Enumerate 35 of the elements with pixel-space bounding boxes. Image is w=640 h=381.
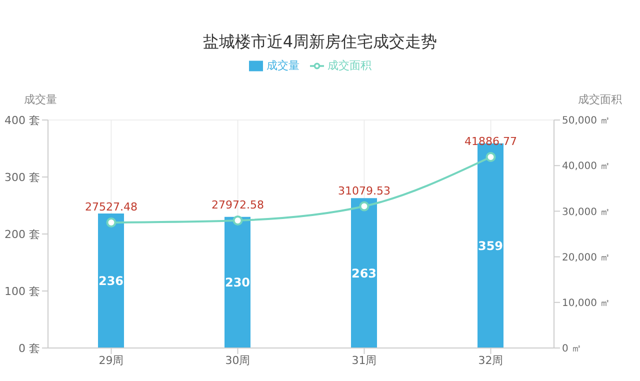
data-label: 41886.77	[464, 134, 517, 148]
y2-tick-label: 0 ㎡	[562, 344, 582, 355]
x-tick-label: 31周	[352, 354, 377, 367]
y-axis-title: 成交量	[24, 92, 57, 107]
y-tick-label: 400 套	[4, 114, 40, 127]
data-label: 263	[351, 266, 377, 280]
point	[232, 215, 243, 226]
bar	[351, 198, 377, 348]
data-label: 31079.53	[338, 184, 390, 198]
x-tick-label: 29周	[98, 354, 124, 367]
bar	[224, 216, 250, 348]
y-tick-label: 300 套	[4, 170, 40, 184]
x-tick-label: 30周	[225, 354, 250, 367]
y-tick-label: 0 套	[18, 342, 40, 355]
y2-tick-label: 20,000 ㎡	[562, 252, 610, 264]
point	[359, 201, 370, 212]
data-label: 27527.48	[85, 200, 138, 214]
y2-axis-title: 成交面积	[578, 92, 622, 107]
y2-tick-label: 50,000 ㎡	[562, 116, 610, 127]
y-tick-label: 100 套	[4, 284, 40, 298]
point	[106, 217, 116, 228]
bar	[98, 213, 124, 348]
y-tick-label: 200 套	[4, 228, 40, 241]
data-label: 230	[224, 276, 250, 290]
data-label: 27972.58	[212, 198, 264, 212]
y2-tick-label: 40,000 ㎡	[562, 161, 610, 172]
data-label: 359	[478, 238, 504, 253]
legend-label: 成交量	[266, 59, 300, 72]
y2-tick-label: 10,000 ㎡	[562, 298, 610, 309]
legend-label: 成交面积	[328, 59, 372, 72]
y2-tick-label: 30,000 ㎡	[562, 206, 610, 218]
point	[486, 152, 496, 162]
x-tick-label: 32周	[478, 354, 504, 367]
chart-title: 盐城楼市近4周新房住宅成交走势	[202, 32, 438, 53]
data-label: 236	[98, 274, 124, 288]
